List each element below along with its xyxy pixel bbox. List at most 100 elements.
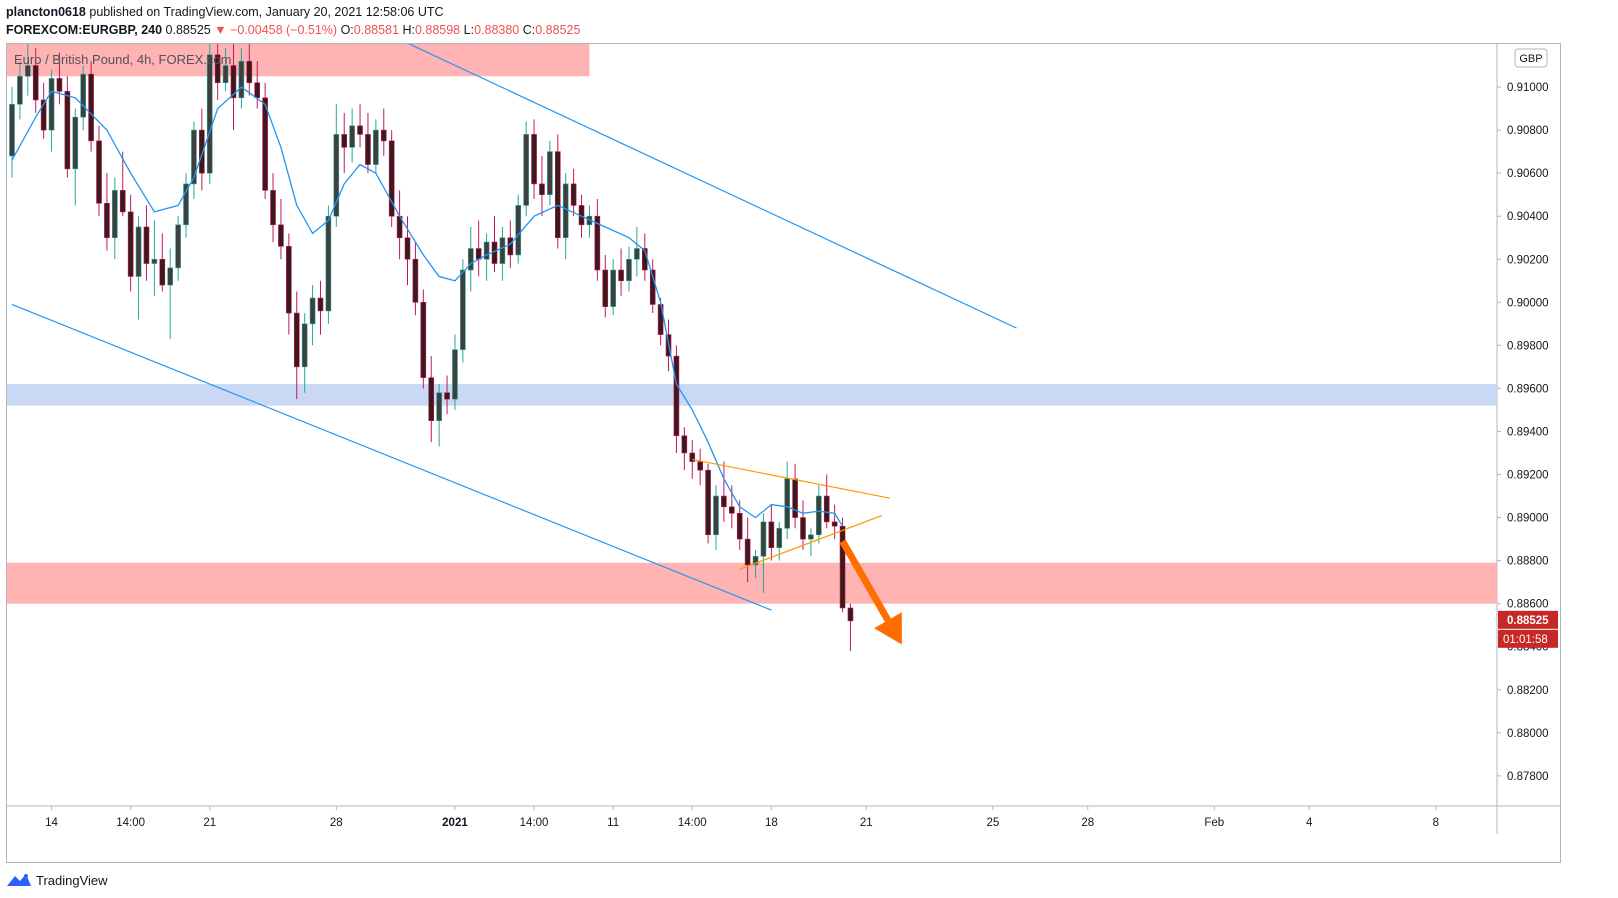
candle — [214, 54, 221, 84]
candle — [80, 73, 86, 118]
candle — [460, 269, 466, 350]
candle — [254, 82, 261, 99]
candle — [183, 183, 189, 226]
price-tick-label: 0.90400 — [1507, 211, 1549, 223]
low-label: L: — [463, 23, 475, 37]
symbol-interval: FOREXCOM:EURGBP, 240 — [6, 23, 163, 37]
candle — [293, 312, 300, 368]
price-tick-label: 0.89600 — [1507, 383, 1549, 395]
currency-badge[interactable] — [1514, 48, 1548, 68]
candle — [72, 116, 79, 170]
candle — [515, 205, 522, 256]
candle — [48, 78, 55, 131]
price-tick-label: 0.88600 — [1507, 599, 1549, 611]
publish-info: plancton0618 published on TradingView.co… — [6, 5, 444, 19]
footer-brand[interactable]: TradingView — [6, 872, 108, 888]
candle — [784, 478, 790, 529]
candle — [404, 237, 411, 260]
time-tick-label: 25 — [986, 817, 999, 829]
channel-upper-line — [407, 44, 1017, 329]
candle — [333, 134, 340, 217]
candle — [159, 258, 166, 286]
time-tick-label: 8 — [1433, 817, 1439, 829]
candle — [823, 495, 830, 523]
price-tick-label: 0.90800 — [1507, 125, 1549, 137]
candle — [760, 521, 767, 557]
candle — [365, 134, 371, 165]
author-name[interactable]: plancton0618 — [6, 5, 86, 19]
time-tick-label: 14:00 — [520, 817, 549, 829]
candle — [736, 512, 743, 540]
price-tick-label: 0.90600 — [1507, 168, 1549, 180]
price-tick-label: 0.89400 — [1507, 426, 1549, 438]
candle — [112, 190, 118, 239]
moving-average-line — [11, 86, 844, 527]
candle — [17, 75, 23, 105]
candle — [839, 525, 846, 609]
candle — [531, 134, 537, 185]
price-tick-label: 0.88800 — [1507, 556, 1549, 568]
candle — [40, 99, 47, 131]
candle — [64, 91, 71, 170]
candle — [96, 140, 102, 204]
blue-support-zone — [7, 384, 1497, 406]
time-tick-label: 4 — [1306, 817, 1313, 829]
candle — [175, 224, 181, 269]
high-value: 0.88598 — [414, 23, 461, 37]
candle — [744, 538, 751, 566]
candle — [143, 226, 150, 264]
candle — [412, 258, 419, 303]
close-value: 0.88525 — [535, 23, 581, 37]
candle — [594, 215, 601, 271]
candle — [673, 355, 680, 437]
candle — [222, 65, 229, 84]
candle — [499, 237, 506, 264]
price-tick-label: 0.89800 — [1507, 340, 1549, 352]
candle — [808, 534, 814, 540]
triangle-upper-line — [692, 458, 891, 499]
open-value: 0.88581 — [353, 23, 399, 37]
price-tick-label: 0.89200 — [1507, 470, 1549, 482]
candle — [119, 190, 126, 213]
high-label: H: — [402, 23, 415, 37]
price-chart[interactable]: 0.91000 0.90800 0.90600 0.90400 0.90200 0.900… — [0, 0, 1618, 870]
chart-frame[interactable] — [6, 43, 1561, 863]
candle — [380, 129, 387, 142]
candle — [230, 65, 237, 99]
candle — [104, 202, 110, 239]
countdown-badge — [1498, 629, 1558, 648]
candle — [199, 129, 205, 174]
candle — [831, 521, 838, 527]
candle — [191, 129, 197, 185]
candle — [800, 517, 806, 540]
candle — [444, 392, 450, 400]
time-tick-label: 14:00 — [116, 817, 145, 829]
open-label: O: — [340, 23, 354, 37]
price-tick-label: 0.90200 — [1507, 254, 1549, 266]
last-price-badge — [1498, 610, 1558, 629]
triangle-lower-line — [739, 514, 883, 570]
candle — [32, 65, 39, 101]
candle — [602, 269, 609, 307]
ohlc-header: FOREXCOM:EURGBP, 240 0.88525 ▼ −0.00458 … — [6, 23, 580, 37]
close-label: C: — [522, 23, 536, 37]
time-tick-label: 28 — [330, 817, 343, 829]
candle — [816, 495, 822, 536]
countdown-label: 01:01:58 — [1503, 634, 1548, 646]
candle — [373, 129, 379, 165]
candle — [341, 134, 348, 148]
candle — [705, 469, 711, 536]
candle — [626, 258, 632, 282]
candle — [325, 215, 332, 312]
candle — [88, 73, 94, 142]
candle — [151, 258, 158, 264]
price-tick-label: 0.87800 — [1507, 771, 1549, 783]
forecast-arrow-shaft — [839, 539, 891, 623]
candle — [309, 297, 316, 325]
candle — [436, 392, 442, 421]
candle — [301, 323, 308, 368]
candle — [56, 78, 63, 92]
last-price: 0.88525 — [165, 23, 211, 37]
price-change: ▼ −0.00458 (−0.51%) — [214, 23, 338, 37]
candle — [713, 495, 719, 536]
